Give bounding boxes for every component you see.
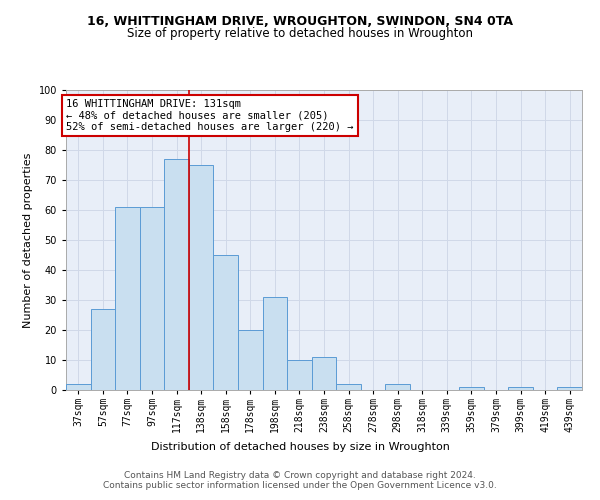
Bar <box>385 384 410 390</box>
Text: 16, WHITTINGHAM DRIVE, WROUGHTON, SWINDON, SN4 0TA: 16, WHITTINGHAM DRIVE, WROUGHTON, SWINDO… <box>87 15 513 28</box>
Bar <box>336 384 361 390</box>
Bar <box>66 384 91 390</box>
Bar <box>115 207 140 390</box>
Text: Distribution of detached houses by size in Wroughton: Distribution of detached houses by size … <box>151 442 449 452</box>
Bar <box>91 309 115 390</box>
Text: Contains HM Land Registry data © Crown copyright and database right 2024.
Contai: Contains HM Land Registry data © Crown c… <box>103 470 497 490</box>
Text: Size of property relative to detached houses in Wroughton: Size of property relative to detached ho… <box>127 28 473 40</box>
Bar <box>557 387 582 390</box>
Bar <box>140 207 164 390</box>
Bar <box>287 360 312 390</box>
Bar <box>508 387 533 390</box>
Y-axis label: Number of detached properties: Number of detached properties <box>23 152 33 328</box>
Bar <box>189 165 214 390</box>
Text: 16 WHITTINGHAM DRIVE: 131sqm
← 48% of detached houses are smaller (205)
52% of s: 16 WHITTINGHAM DRIVE: 131sqm ← 48% of de… <box>66 99 353 132</box>
Bar <box>263 297 287 390</box>
Bar <box>238 330 263 390</box>
Bar <box>459 387 484 390</box>
Bar <box>214 255 238 390</box>
Bar <box>164 159 189 390</box>
Bar <box>312 357 336 390</box>
